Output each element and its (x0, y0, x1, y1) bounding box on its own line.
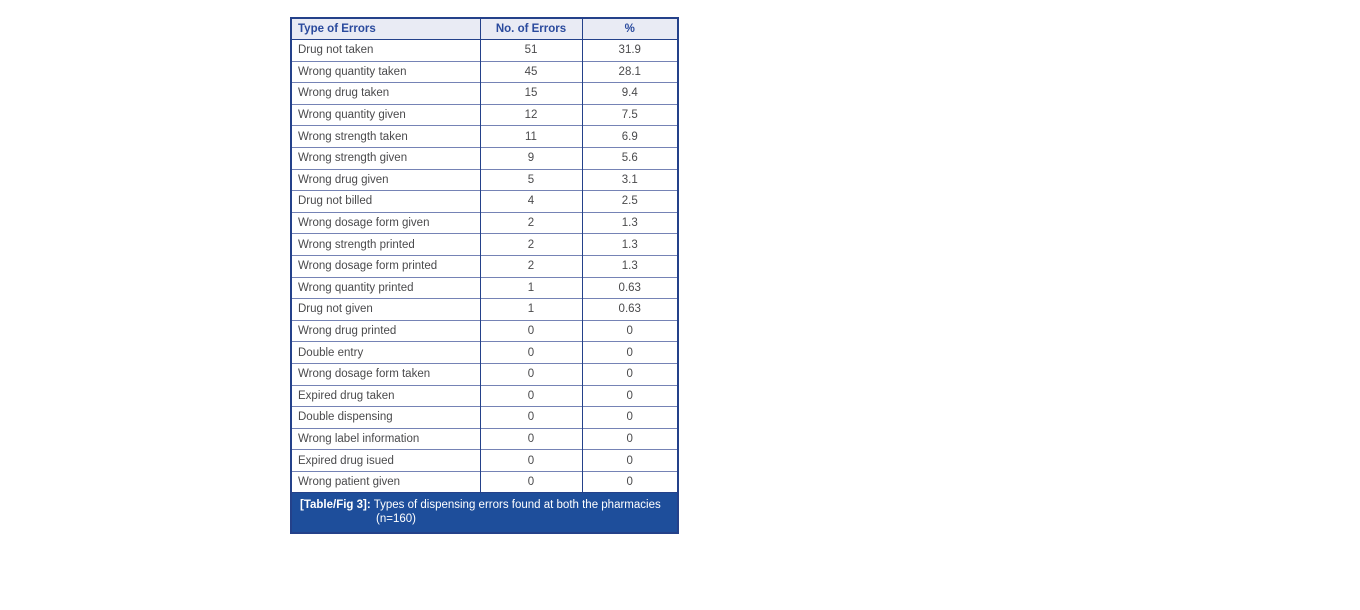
error-type-cell: Drug not billed (292, 190, 480, 213)
error-type-cell: Wrong patient given (292, 470, 480, 493)
table-row: Wrong quantity printed 1 0.63 (292, 276, 677, 299)
table-row: Wrong quantity taken 45 28.1 (292, 60, 677, 83)
error-count-cell: 0 (479, 319, 582, 342)
error-type-cell: Wrong quantity printed (292, 276, 480, 299)
table-header-row: Type of Errors No. of Errors % (292, 19, 677, 40)
table-row: Wrong dosage form given 2 1.3 (292, 211, 677, 234)
error-count-cell: 0 (479, 341, 582, 364)
table-row: Wrong patient given 0 0 (292, 470, 677, 493)
table-caption-text: Types of dispensing errors found at both… (373, 499, 661, 512)
error-percent-cell: 0 (581, 362, 677, 385)
error-percent-cell: 1.3 (581, 211, 677, 234)
error-percent-cell: 1.3 (581, 233, 677, 256)
table-row: Expired drug taken 0 0 (292, 384, 677, 407)
table-row: Wrong quantity given 12 7.5 (292, 103, 677, 126)
table-row: Wrong strength taken 11 6.9 (292, 125, 677, 148)
error-type-cell: Double dispensing (292, 406, 480, 429)
table-row: Drug not billed 4 2.5 (292, 190, 677, 213)
error-count-cell: 4 (479, 190, 582, 213)
table-row: Wrong strength printed 2 1.3 (292, 233, 677, 256)
error-type-cell: Wrong dosage form given (292, 211, 480, 234)
error-count-cell: 0 (479, 406, 582, 429)
error-percent-cell: 0 (581, 427, 677, 450)
error-count-cell: 51 (479, 39, 582, 62)
error-count-cell: 12 (479, 103, 582, 126)
error-type-cell: Double entry (292, 341, 480, 364)
error-percent-cell: 28.1 (581, 60, 677, 83)
error-count-cell: 0 (479, 470, 582, 493)
error-type-cell: Wrong dosage form taken (292, 362, 480, 385)
error-percent-cell: 5.6 (581, 146, 677, 170)
table-row: Wrong drug given 5 3.1 (292, 168, 677, 191)
error-type-cell: Wrong drug taken (292, 82, 480, 105)
error-count-cell: 0 (479, 384, 582, 407)
error-percent-cell: 0 (581, 406, 677, 429)
error-count-cell: 0 (479, 449, 582, 472)
table-row: Wrong label information 0 0 (292, 427, 677, 450)
error-count-cell: 2 (479, 211, 582, 234)
error-count-cell: 1 (479, 298, 582, 321)
error-type-cell: Wrong quantity taken (292, 60, 480, 83)
error-percent-cell: 31.9 (581, 39, 677, 62)
error-percent-cell: 0.63 (581, 298, 677, 321)
error-count-cell: 9 (479, 146, 582, 170)
table-row: Drug not given 1 0.63 (292, 298, 677, 321)
error-percent-cell: 0 (581, 341, 677, 364)
error-type-cell: Drug not given (292, 298, 480, 321)
error-count-cell: 0 (479, 362, 582, 385)
table-row: Wrong dosage form taken 0 0 (292, 362, 677, 385)
error-type-cell: Expired drug isued (292, 449, 480, 472)
table-caption-note: (n=160) (376, 513, 416, 526)
table-row: Wrong strength given 9 5.6 (292, 146, 677, 170)
table-row: Wrong drug printed 0 0 (292, 319, 677, 342)
error-type-cell: Wrong strength taken (292, 125, 480, 148)
error-type-cell: Expired drug taken (292, 384, 480, 407)
error-percent-cell: 9.4 (581, 82, 677, 105)
error-count-cell: 5 (479, 168, 582, 191)
error-percent-cell: 1.3 (581, 254, 677, 278)
error-type-cell: Wrong quantity given (292, 103, 480, 126)
error-type-cell: Wrong strength given (292, 146, 480, 170)
error-percent-cell: 3.1 (581, 168, 677, 191)
column-header-no-of-errors: No. of Errors (479, 19, 582, 40)
error-percent-cell: 0 (581, 449, 677, 472)
error-count-cell: 45 (479, 60, 582, 83)
error-count-cell: 1 (479, 276, 582, 299)
table-caption-label: [Table/Fig 3]: (300, 499, 371, 512)
error-count-cell: 0 (479, 427, 582, 450)
error-type-cell: Wrong label information (292, 427, 480, 450)
error-count-cell: 2 (479, 233, 582, 256)
error-percent-cell: 0.63 (581, 276, 677, 299)
error-type-cell: Wrong dosage form printed (292, 254, 480, 278)
error-percent-cell: 0 (581, 384, 677, 407)
table-row: Wrong dosage form printed 2 1.3 (292, 254, 677, 278)
table-row: Drug not taken 51 31.9 (292, 39, 677, 62)
error-percent-cell: 6.9 (581, 125, 677, 148)
error-count-cell: 15 (479, 82, 582, 105)
error-type-cell: Wrong drug printed (292, 319, 480, 342)
column-header-percent: % (581, 19, 677, 40)
error-count-cell: 2 (479, 254, 582, 278)
error-percent-cell: 7.5 (581, 103, 677, 126)
table-row: Double entry 0 0 (292, 341, 677, 364)
error-percent-cell: 2.5 (581, 190, 677, 213)
error-percent-cell: 0 (581, 470, 677, 493)
error-type-cell: Wrong drug given (292, 168, 480, 191)
table-body: Drug not taken 51 31.9 Wrong quantity ta… (292, 39, 677, 493)
table-fig-3: Type of Errors No. of Errors % Drug not … (290, 17, 679, 535)
table-row: Double dispensing 0 0 (292, 406, 677, 429)
table-row: Expired drug isued 0 0 (292, 449, 677, 472)
error-type-cell: Drug not taken (298, 44, 374, 57)
table-caption: [Table/Fig 3]: Types of dispensing error… (292, 492, 677, 533)
column-header-type-of-errors: Type of Errors (292, 19, 480, 40)
error-count-cell: 11 (479, 125, 582, 148)
error-percent-cell: 0 (581, 319, 677, 342)
table-row: Wrong drug taken 15 9.4 (292, 82, 677, 105)
dispensing-errors-table: Type of Errors No. of Errors % Drug not … (292, 19, 677, 493)
error-type-cell: Wrong strength printed (292, 233, 480, 256)
table-caption-line: [Table/Fig 3]: Types of dispensing error… (300, 498, 669, 512)
